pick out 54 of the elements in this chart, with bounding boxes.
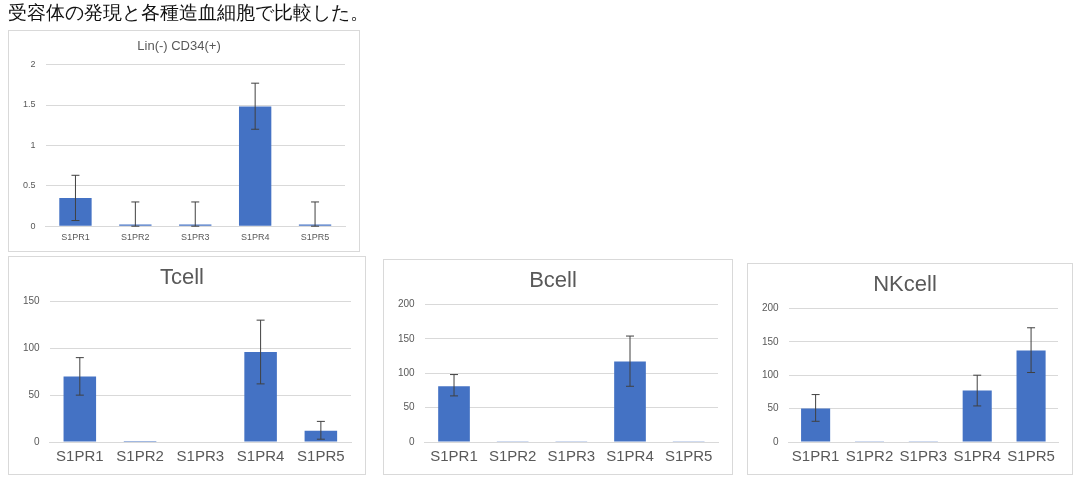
y-tick-label: 0.5 xyxy=(23,180,36,191)
y-tick-label: 50 xyxy=(28,388,41,400)
y-tick-label: 50 xyxy=(767,402,780,414)
bar xyxy=(614,361,646,442)
bar xyxy=(63,376,97,442)
bar xyxy=(238,106,272,226)
x-tick-label: S1PR2 xyxy=(121,232,150,243)
y-tick-label: 0 xyxy=(773,435,780,447)
x-tick-label: S1PR2 xyxy=(845,447,894,465)
y-tick-label: 200 xyxy=(762,302,780,314)
x-tick-label: S1PR1 xyxy=(430,447,478,465)
bar xyxy=(244,352,277,442)
y-tick-label: 0 xyxy=(30,220,36,231)
bar xyxy=(59,197,92,226)
x-tick-label: S1PR3 xyxy=(180,232,210,243)
x-tick-label: S1PR2 xyxy=(116,447,164,465)
x-tick-label: S1PR1 xyxy=(791,447,840,465)
x-tick-label: S1PR5 xyxy=(300,232,330,243)
chart-title: NKcell xyxy=(873,271,937,297)
bar xyxy=(962,390,992,442)
x-tick-label: S1PR5 xyxy=(1007,447,1055,465)
y-tick-label: 150 xyxy=(398,332,416,344)
chart-title: Tcell xyxy=(159,264,205,290)
y-tick-label: 100 xyxy=(762,368,780,380)
y-tick-label: 0 xyxy=(409,435,416,447)
x-tick-label: S1PR4 xyxy=(606,447,654,465)
x-tick-label: S1PR3 xyxy=(176,447,225,465)
x-tick-label: S1PR5 xyxy=(664,447,713,465)
y-tick-label: 100 xyxy=(398,366,416,378)
x-tick-label: S1PR5 xyxy=(297,447,345,465)
x-tick-label: S1PR4 xyxy=(236,447,285,465)
bar xyxy=(801,408,831,442)
x-tick-label: S1PR1 xyxy=(61,232,90,243)
x-tick-label: S1PR2 xyxy=(488,447,537,465)
y-tick-label: 1 xyxy=(30,139,36,150)
y-tick-label: 1.5 xyxy=(23,99,36,110)
y-tick-label: 50 xyxy=(403,401,416,413)
x-tick-label: S1PR4 xyxy=(953,447,1001,465)
y-tick-label: 2 xyxy=(30,59,36,70)
bar xyxy=(438,386,470,442)
y-tick-label: 150 xyxy=(762,335,780,347)
chart-title: Bcell xyxy=(529,267,577,293)
y-tick-label: 0 xyxy=(34,435,41,447)
x-tick-label: S1PR3 xyxy=(547,447,596,465)
x-tick-label: S1PR3 xyxy=(899,447,948,465)
x-tick-label: S1PR1 xyxy=(56,447,104,465)
bar xyxy=(304,430,338,442)
chart-title: Lin(-) CD34(+) xyxy=(137,38,221,54)
bar xyxy=(1016,350,1046,442)
y-tick-label: 150 xyxy=(23,295,41,307)
x-tick-label: S1PR4 xyxy=(240,232,270,243)
y-tick-label: 200 xyxy=(398,298,416,310)
y-tick-label: 100 xyxy=(23,342,41,354)
text: 受容体の発現と各種造血細胞で比較した。 xyxy=(8,0,369,25)
